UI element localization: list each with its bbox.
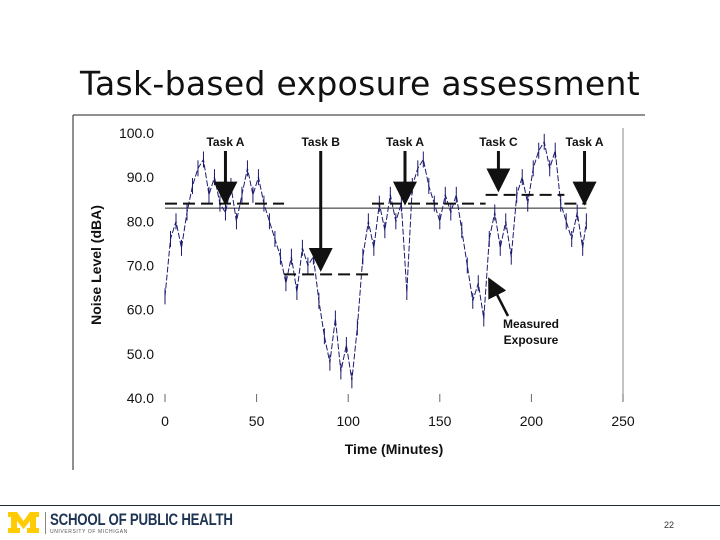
y-tick-label: 90.0 <box>127 169 154 185</box>
task-label: Task B <box>301 135 340 149</box>
school-name: SCHOOL OF PUBLIC HEALTH <box>50 510 233 529</box>
y-axis-label: Noise Level (dBA) <box>88 205 104 325</box>
task-label: Task A <box>386 135 424 149</box>
task-label: Task A <box>566 135 604 149</box>
x-tick-label: 100 <box>337 413 361 429</box>
page-number: 22 <box>664 520 675 530</box>
y-tick-label: 100.0 <box>119 125 154 141</box>
x-tick-label: 150 <box>428 413 452 429</box>
noise-chart: 40.0 50.0 60.0 70.0 80.0 90.0 100.0 0 50 100 150 2… <box>72 114 645 470</box>
y-tick-label: 50.0 <box>127 346 154 362</box>
y-tick-label: 60.0 <box>127 302 154 318</box>
michigan-m-logo <box>8 512 39 533</box>
y-tick-label: 70.0 <box>127 258 154 274</box>
footer-divider <box>0 505 720 506</box>
university-name: UNIVERSITY OF MICHIGAN <box>50 529 128 535</box>
x-tick-label: 50 <box>249 413 265 429</box>
y-tick-label: 80.0 <box>127 213 154 229</box>
measured-exposure-line <box>164 140 587 381</box>
slide-title: Task-based exposure assessment <box>80 64 640 103</box>
y-tick-label: 40.0 <box>127 390 154 406</box>
measured-exposure-label: Measured <box>503 317 559 331</box>
x-tick-label: 0 <box>161 413 169 429</box>
x-tick-label: 250 <box>611 413 635 429</box>
task-label: Task A <box>206 135 244 149</box>
task-label: Task C <box>479 135 518 149</box>
x-tick-label: 200 <box>520 413 544 429</box>
measured-exposure-label: Exposure <box>504 333 559 347</box>
x-axis-label: Time (Minutes) <box>345 441 444 457</box>
logo-divider <box>45 512 46 534</box>
measured-exposure-arrow <box>488 277 510 317</box>
